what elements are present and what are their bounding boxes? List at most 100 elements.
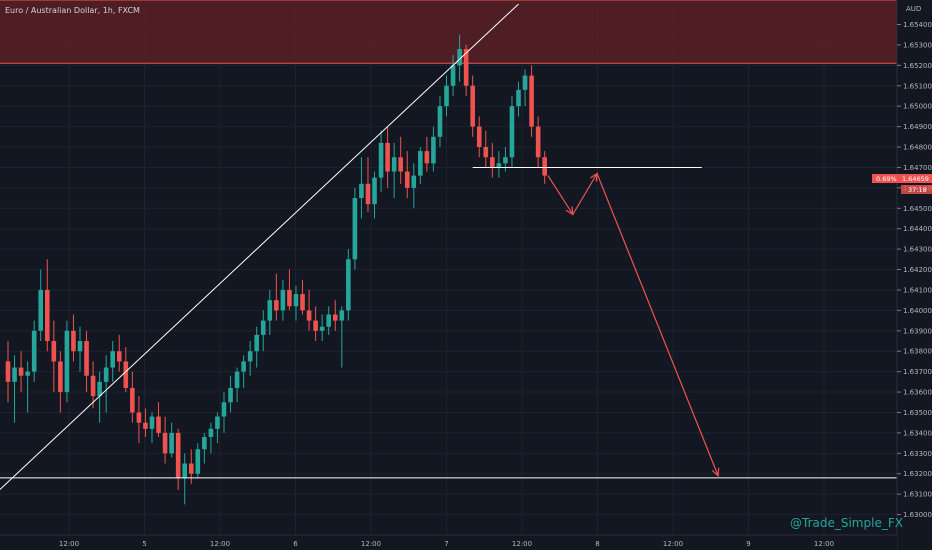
candle-body — [352, 198, 358, 260]
candle-body — [260, 320, 266, 335]
candle — [234, 367, 240, 403]
candle — [535, 116, 541, 168]
candle — [143, 408, 148, 437]
candle-body — [476, 126, 482, 148]
candle — [58, 351, 63, 413]
candle-body — [300, 294, 305, 311]
time-axis[interactable]: 12:00 5 12:00 6 12:00 7 12:00 8 12:00 9 12:00 — [59, 540, 834, 548]
candle-body — [116, 351, 122, 362]
candle — [522, 69, 528, 107]
candle-body — [313, 320, 318, 331]
candle-body — [169, 432, 174, 454]
candle-body — [332, 314, 338, 321]
watermark: @Trade_Simple_FX — [790, 516, 903, 530]
candle — [44, 259, 50, 352]
candle-body — [470, 85, 475, 127]
candle — [300, 279, 305, 315]
candle-body — [516, 89, 521, 107]
candle-body — [457, 49, 462, 66]
candle — [319, 314, 325, 342]
candle-body — [306, 310, 312, 321]
candle-body — [58, 361, 63, 393]
candle — [274, 273, 279, 321]
countdown-background — [901, 185, 932, 194]
candle — [372, 171, 377, 219]
trendline — [0, 3, 519, 491]
candle — [287, 269, 292, 311]
price-axis[interactable]: 1.65400 1.65300 1.65200 1.65100 1.65000 1.649… — [897, 21, 932, 519]
candle — [404, 151, 410, 199]
y-tick-label: 1.64200 — [903, 266, 932, 274]
candle-body — [509, 106, 515, 158]
y-tick-label: 1.65200 — [903, 62, 932, 70]
candle-body — [123, 361, 129, 388]
candles — [5, 34, 547, 505]
y-tick-label: 1.65000 — [903, 103, 932, 111]
price-axis-panel — [897, 0, 932, 550]
candle — [359, 157, 364, 219]
candle-body — [418, 151, 423, 176]
candle-body — [398, 157, 403, 172]
candle — [385, 126, 390, 188]
candle — [398, 136, 403, 184]
candle — [254, 326, 260, 368]
x-tick-label: 9 — [746, 540, 750, 548]
candle-body — [208, 428, 214, 437]
candle-body — [274, 300, 279, 311]
candle-body — [136, 412, 142, 423]
y-tick-label: 1.63300 — [903, 450, 932, 458]
candle-body — [391, 157, 397, 172]
candle-body — [44, 289, 50, 342]
candle-body — [51, 341, 57, 362]
candle — [110, 341, 116, 382]
candle-body — [372, 177, 377, 205]
x-tick-label: 12:00 — [512, 540, 532, 548]
resistance-zone-borders — [0, 0, 897, 64]
candle — [418, 147, 423, 184]
x-tick-label: 5 — [142, 540, 146, 548]
candle-body — [64, 330, 70, 393]
y-tick-label: 1.63400 — [903, 429, 932, 437]
candle-body — [234, 371, 240, 388]
x-tick-label: 12:00 — [814, 540, 834, 548]
candle-body — [346, 259, 351, 311]
candle — [175, 428, 181, 491]
candle-body — [97, 381, 102, 397]
candle — [509, 95, 515, 168]
candle-body — [319, 326, 325, 331]
y-tick-label: 1.64800 — [903, 144, 932, 152]
candle — [71, 314, 76, 362]
candle-body — [293, 294, 299, 307]
candle — [457, 34, 462, 82]
candle-body — [162, 432, 168, 454]
candle-body — [84, 341, 89, 376]
candle — [293, 285, 299, 321]
candle — [450, 55, 456, 96]
candle-body — [463, 49, 469, 86]
candle — [149, 412, 155, 444]
candle — [241, 355, 246, 388]
candle — [365, 157, 371, 213]
x-tick-label: 12:00 — [210, 540, 230, 548]
projection-arrowhead-3 — [711, 467, 720, 478]
candle-body — [411, 175, 417, 188]
candle — [51, 320, 57, 393]
candle-body — [221, 402, 227, 417]
candle — [326, 306, 332, 335]
currency-label: AUD — [906, 5, 921, 13]
candle — [97, 371, 102, 423]
candle — [490, 142, 495, 178]
candle-body — [280, 289, 286, 311]
candle — [346, 249, 351, 321]
candle — [90, 361, 96, 409]
projection-arrow-path — [547, 172, 719, 477]
candle-body — [18, 367, 24, 376]
y-tick-label: 1.63900 — [903, 327, 932, 335]
candle — [529, 65, 534, 137]
candle-body — [496, 163, 502, 168]
candle — [267, 289, 273, 335]
candle-body — [247, 351, 253, 362]
candle-body — [5, 361, 11, 382]
candle — [64, 320, 70, 403]
